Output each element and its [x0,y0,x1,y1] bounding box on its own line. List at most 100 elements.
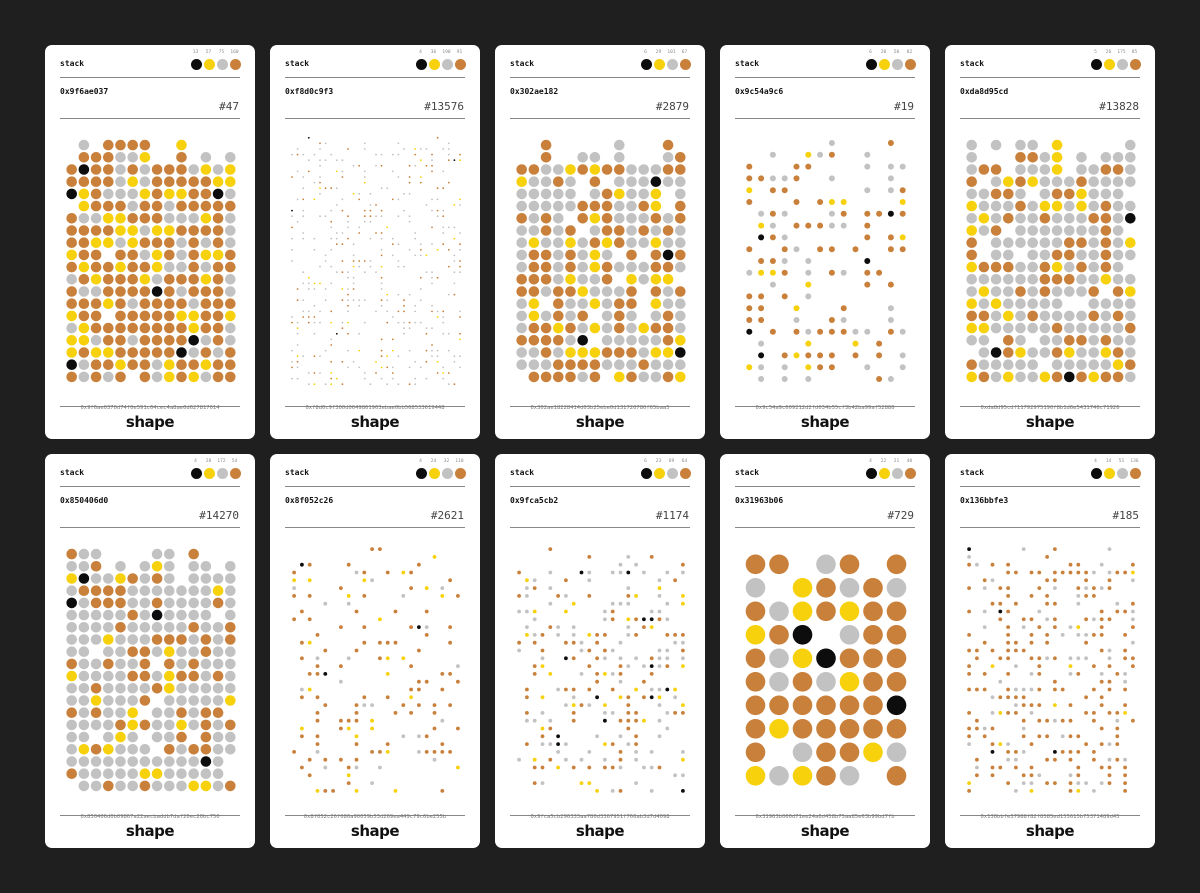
nft-card[interactable]: stack 6 29 101 67 0x302ae182 #2879 0x302… [495,45,705,439]
art-dot [540,347,552,358]
art-dot [516,322,527,334]
art-dot [1125,359,1136,370]
art-dot [151,719,163,731]
count-orange: 82 [906,50,913,55]
art-dot [447,332,450,335]
collection-name: stack [960,59,985,68]
color-palette [414,468,466,479]
collection-name: stack [510,59,535,68]
art-dot [982,578,987,583]
art-dot [649,625,654,629]
nft-card[interactable]: stack 4 28 172 54 0x850406d0 #14270 0x85… [45,454,255,848]
collection-name: stack [285,59,310,68]
art-dot [352,254,355,257]
nft-card[interactable]: stack 5 26 175 85 0xda8d95cd #13828 0xda… [945,45,1155,439]
art-dot [758,340,765,347]
divider [60,77,240,78]
nft-card[interactable]: stack 13 57 75 160 0x9f6ae037 #47 0x9f6a… [45,45,255,439]
color-counts: 4 36 190 91 [414,50,466,55]
art-dot [1100,335,1112,346]
art-dot [990,261,1002,273]
art-dot [90,371,102,383]
art-dot [447,293,450,296]
art-dot [225,249,236,261]
art-dot [1092,750,1096,754]
color-counts: 4 28 172 54 [189,459,241,464]
art-dot [998,586,1003,590]
art-dot [139,719,151,731]
art-dot [517,594,521,598]
art-dot [1003,347,1014,358]
art-dot [431,310,433,313]
art-dot [828,151,835,158]
art-dot [532,578,537,583]
nft-card[interactable]: stack 4 36 190 91 0xf8d0c9f3 #13576 0xf8… [270,45,480,439]
art-dot [352,164,355,167]
art-dot [1029,570,1034,575]
art-dot [78,744,90,755]
art-dot [565,359,576,370]
art-dot [386,187,389,190]
art-dot [516,359,527,370]
art-dot [115,152,126,163]
art-dot [370,750,374,754]
art-dot [200,731,212,743]
art-dot [115,237,126,248]
art-dot [517,757,521,762]
art-dot [650,347,662,358]
art-dot [571,695,576,700]
art-dot [78,573,90,584]
art-dot [1076,347,1087,358]
art-dot [66,622,77,633]
art-dot [1053,570,1057,575]
art-dot [665,617,670,622]
art-dot [200,707,212,718]
art-dot [66,634,77,645]
art-dot [164,249,175,261]
art-dot [212,200,224,212]
art-dot [212,359,224,370]
art-dot [1029,633,1034,637]
art-dot [564,703,568,707]
art-dot [1029,656,1034,661]
nft-card[interactable]: stack 6 20 50 82 0x9c54a9c6 #19 0x9c54a9… [720,45,930,439]
art-dot [967,781,971,785]
art-dot [225,719,236,731]
art-dot [816,672,836,692]
divider [285,118,465,119]
shape-logo: shape [575,413,625,431]
nft-card[interactable]: stack 6 23 69 64 0x9fca5cb2 #1174 0x9fca… [495,454,705,848]
art-dot [139,200,151,212]
art-dot [1006,656,1010,661]
art-dot [419,181,422,184]
art-dot [1051,310,1063,322]
art-dot [393,711,398,715]
art-dot [525,633,529,637]
art-dot [330,226,333,229]
art-dot [589,237,601,248]
art-dot [1006,594,1010,598]
art-dot [863,672,883,692]
art-dot [431,304,433,307]
art-dot [1015,261,1026,273]
art-dot [354,609,359,614]
art-dot [66,261,77,273]
art-dot [391,153,394,156]
art-dot [876,376,883,382]
nft-card[interactable]: stack 4 14 51 136 0x136bbfe3 #185 0x136b… [945,454,1155,848]
nft-card[interactable]: stack 4 22 21 40 0x31963b06 #729 0x31963… [720,454,930,848]
art-dot [577,249,588,261]
art-dot [139,335,151,346]
art-dot [1051,164,1063,175]
art-dot [540,188,552,200]
art-dot [115,756,126,767]
art-dot [587,555,592,559]
art-dot [565,310,576,322]
nft-card[interactable]: stack 4 24 32 110 0x8f052c26 #2621 0x8f0… [270,454,480,848]
art-dot [225,286,236,297]
art-dot [1003,335,1014,346]
art-dot [589,298,601,309]
art-dot [966,213,977,224]
art-dot [164,744,175,755]
art-dot [296,332,299,335]
